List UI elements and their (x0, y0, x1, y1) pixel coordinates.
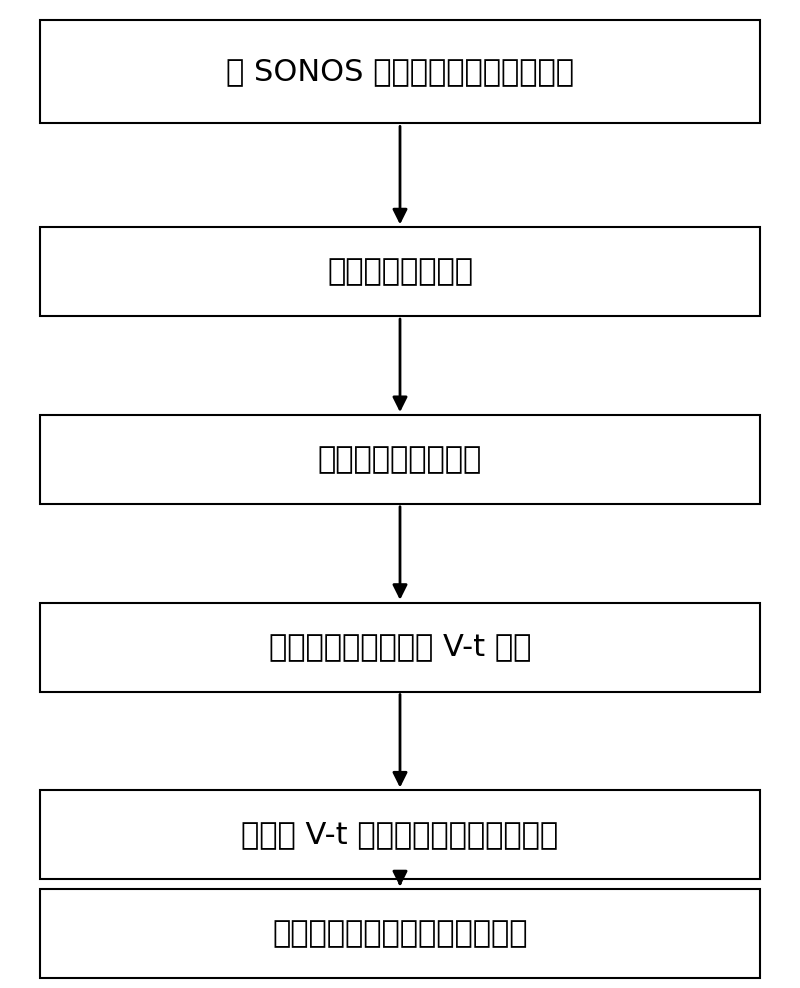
Text: 将 SONOS 器件的体区、源和漏接地: 将 SONOS 器件的体区、源和漏接地 (226, 57, 574, 86)
Text: 在栅端加正向电流: 在栅端加正向电流 (327, 257, 473, 287)
Text: 扫描栅端电压，绘制 V-t 曲线: 扫描栅端电压，绘制 V-t 曲线 (269, 632, 531, 662)
Bar (40, 790, 760, 879)
Text: 后在栅端加反向电流: 后在栅端加反向电流 (318, 445, 482, 474)
Text: 将所得数值和标准进行比对判定: 将所得数值和标准进行比对判定 (272, 919, 528, 948)
Bar (40, 603, 760, 692)
Bar (40, 227, 760, 316)
Bar (40, 889, 760, 978)
Text: 积分求 V-t 曲线和坐标横轴所围面积: 积分求 V-t 曲线和坐标横轴所围面积 (242, 820, 558, 850)
Bar (40, 415, 760, 504)
Bar (40, 20, 760, 124)
